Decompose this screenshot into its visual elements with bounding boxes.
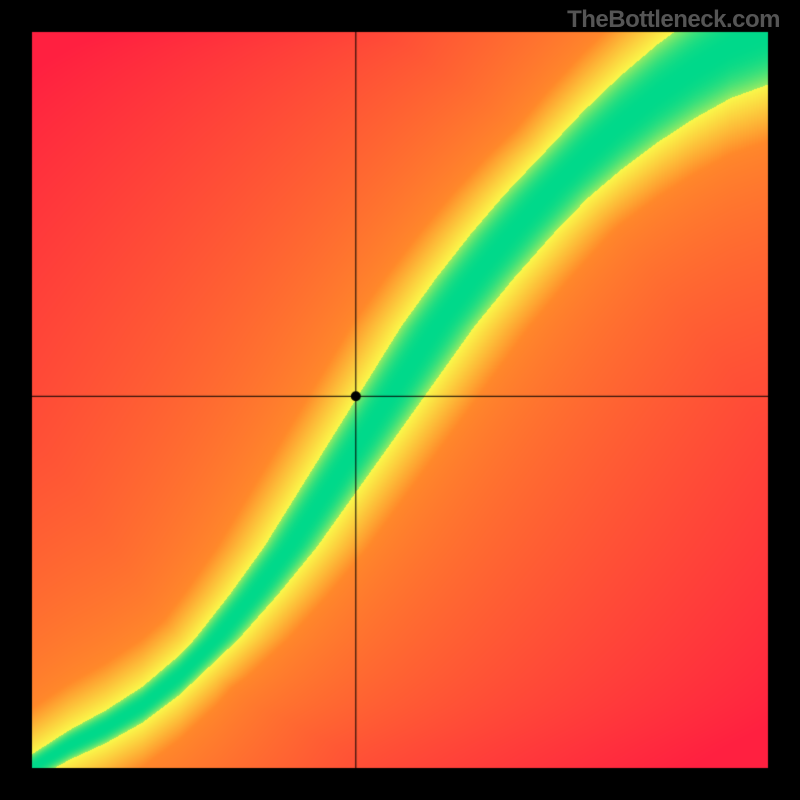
- watermark-text: TheBottleneck.com: [567, 6, 780, 34]
- bottleneck-heatmap: [0, 0, 800, 800]
- chart-container: { "watermark": "TheBottleneck.com", "cha…: [0, 0, 800, 800]
